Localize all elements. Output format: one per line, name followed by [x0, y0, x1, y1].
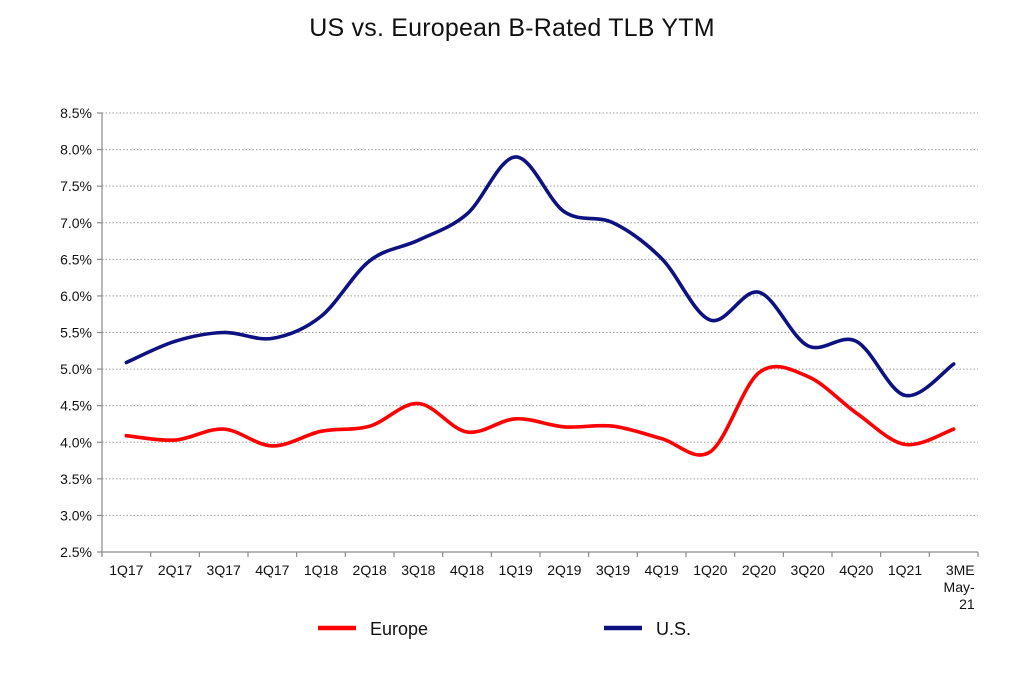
y-tick-label: 3.0%	[60, 507, 92, 523]
x-tick-label: 3Q19	[596, 562, 630, 578]
y-tick-label: 5.0%	[60, 361, 92, 377]
x-tick-label: 1Q18	[304, 562, 338, 578]
y-tick-label: 3.5%	[60, 471, 92, 487]
x-tick-label: 3Q18	[401, 562, 435, 578]
x-tick-label: 2Q19	[547, 562, 581, 578]
y-tick-label: 4.5%	[60, 398, 92, 414]
x-tick-label: May-	[944, 579, 975, 595]
x-tick-label: 3Q20	[791, 562, 825, 578]
series-line-europe	[124, 364, 956, 457]
x-tick-label: 4Q17	[255, 562, 289, 578]
x-tick-label: 2Q20	[742, 562, 776, 578]
x-tick-label: 4Q20	[839, 562, 873, 578]
x-tick-label: 2Q17	[158, 562, 192, 578]
y-tick-labels: 2.5% 3.0% 3.5% 4.0% 4.5% 5.0% 5.5% 6.0% 6.5% 7.0%…	[60, 105, 102, 560]
series-lines	[124, 155, 956, 457]
x-tick-label: 3ME	[946, 562, 975, 578]
y-tick-label: 2.5%	[60, 544, 92, 560]
x-tick-label: 1Q21	[888, 562, 922, 578]
x-tick-label: 3Q17	[207, 562, 241, 578]
x-tick-label: 1Q17	[109, 562, 143, 578]
x-tick-label: 1Q20	[693, 562, 727, 578]
legend-label-u-s: U.S.	[656, 619, 691, 639]
y-tick-label: 7.0%	[60, 215, 92, 231]
x-tick-label: 2Q18	[353, 562, 387, 578]
y-tick-label: 7.5%	[60, 178, 92, 194]
y-tick-label: 8.0%	[60, 142, 92, 158]
y-tick-label: 5.5%	[60, 325, 92, 341]
x-tick-label: 4Q19	[645, 562, 679, 578]
legend-label-europe: Europe	[370, 619, 428, 639]
legend: Europe U.S.	[318, 619, 691, 639]
chart-title: US vs. European B-Rated TLB YTM	[309, 14, 715, 42]
grid-lines	[102, 112, 978, 516]
x-tick-label: 1Q19	[499, 562, 533, 578]
y-tick-label: 6.5%	[60, 251, 92, 267]
x-tick-labels: 1Q17 2Q17 3Q17 4Q17 1Q18 2Q18 3Q18 4Q18 1Q19 2Q19…	[101, 552, 979, 612]
x-tick-label: 21	[959, 596, 975, 612]
y-tick-label: 8.5%	[60, 105, 92, 121]
y-tick-label: 6.0%	[60, 288, 92, 304]
series-line-u-s	[124, 155, 956, 398]
y-tick-label: 4.0%	[60, 434, 92, 450]
x-tick-label: 4Q18	[450, 562, 484, 578]
